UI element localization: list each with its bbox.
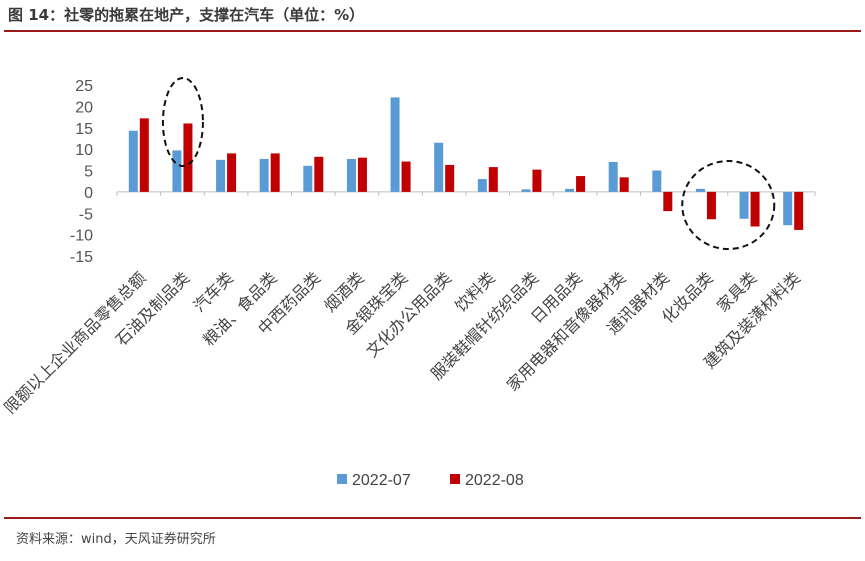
bar-1 (783, 191, 793, 226)
bar-1 (652, 170, 662, 192)
highlight-ellipse-auto (161, 77, 204, 167)
bar-1 (128, 130, 138, 192)
y-tick-label: -5 (79, 206, 93, 223)
y-tick-label: 0 (84, 185, 93, 202)
y-tick-label: 25 (75, 78, 93, 95)
bar-2 (488, 167, 498, 192)
bar-1 (739, 191, 749, 219)
bar-1 (477, 179, 487, 192)
y-tick-label: -15 (70, 249, 93, 266)
bar-2 (227, 153, 237, 192)
y-tick-label: -10 (70, 228, 93, 245)
y-axis: 25 20 15 10 5 0 -5 -10 -15 (70, 78, 816, 266)
bar-2 (663, 191, 673, 212)
legend-swatch-2 (450, 474, 460, 484)
bar-2 (401, 161, 411, 192)
bar-1 (259, 158, 269, 192)
legend-swatch-1 (337, 474, 347, 484)
bar-2 (183, 123, 193, 192)
source-note: 资料来源：wind，天风证券研究所 (16, 532, 216, 547)
bar-1 (521, 189, 531, 192)
bar-1 (608, 161, 618, 192)
bar-1 (390, 97, 400, 192)
highlight-ellipse-property (681, 160, 776, 250)
bar-1 (695, 188, 705, 192)
bar-1 (434, 142, 444, 192)
bar-2 (794, 191, 804, 230)
annotations (161, 77, 776, 250)
bar-2 (619, 177, 629, 192)
y-tick-label: 15 (75, 121, 93, 138)
bar-2 (314, 156, 324, 192)
chart-title: 图 14：社零的拖累在地产，支撑在汽车（单位：%） (8, 6, 365, 24)
y-tick-label: 10 (75, 142, 93, 159)
bar-1 (565, 188, 575, 192)
bar-2 (139, 118, 149, 192)
bar-2 (532, 169, 542, 192)
footer-divider (4, 517, 861, 519)
y-tick-label: 20 (75, 99, 93, 116)
category-labels: 限额以上企业商品零售总额石油及制品类汽车类粮油、食品类中西药品类烟酒类金银珠宝类… (0, 268, 804, 417)
bars (128, 97, 804, 230)
bar-1 (216, 159, 226, 192)
bar-1 (346, 158, 356, 192)
bar-2 (706, 191, 716, 220)
bar-2 (576, 176, 586, 192)
bar-2 (750, 191, 760, 227)
y-tick-label: 5 (84, 164, 93, 181)
bar-2 (270, 153, 280, 192)
title-divider (4, 30, 861, 32)
bar-2 (357, 157, 367, 192)
bar-1 (172, 150, 182, 192)
bar-chart: 25 20 15 10 5 0 -5 -10 -15 限额以上企业商品零售总额石油及制品类汽车类… (0, 77, 816, 489)
legend: 2022-07 2022-08 (337, 472, 524, 489)
bar-2 (445, 164, 455, 192)
legend-label-1: 2022-07 (352, 472, 411, 489)
legend-label-2: 2022-08 (465, 472, 524, 489)
bar-1 (303, 165, 313, 192)
